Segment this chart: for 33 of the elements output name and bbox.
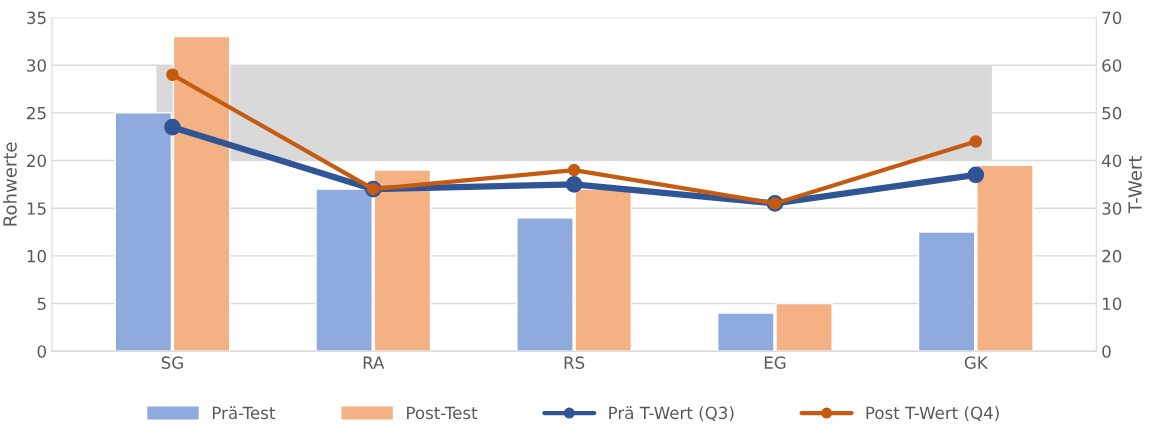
y2-axis-title: T-Wert xyxy=(1128,156,1142,214)
legend-label: Prä T-Wert (Q3) xyxy=(609,406,734,422)
legend-label: Post-Test xyxy=(407,406,478,420)
y2-tick-label: 40 xyxy=(1101,154,1122,168)
point xyxy=(567,163,581,177)
y-tick-label: 0 xyxy=(37,345,46,358)
x-tick-label: RA xyxy=(363,356,385,369)
point xyxy=(166,68,179,82)
y-tick-label: 35 xyxy=(27,11,46,25)
y2-tick-label: 10 xyxy=(1102,297,1122,311)
y-tick-label: 10 xyxy=(27,249,46,263)
y-tick-label: 5 xyxy=(37,297,46,311)
y-tick-label: 30 xyxy=(27,59,46,72)
y-tick-label: 20 xyxy=(27,154,46,168)
x-tick-label: RS xyxy=(564,356,585,369)
y-tick-label: 25 xyxy=(27,106,46,120)
x-tick-label: SG xyxy=(161,356,183,369)
x-tick-label: GK xyxy=(964,356,989,369)
point xyxy=(164,118,181,136)
y2-tick-label: 50 xyxy=(1102,106,1122,120)
legend-label: Prä-Test xyxy=(212,406,276,420)
point xyxy=(565,176,583,193)
y-axis-title: Rohwerte xyxy=(2,142,17,226)
legend-label: Post T-Wert (Q4) xyxy=(866,406,999,422)
y2-tick-label: 70 xyxy=(1102,11,1122,25)
y2-tick-label: 60 xyxy=(1102,59,1122,72)
point xyxy=(967,166,985,184)
x-tick-label: EG xyxy=(764,356,786,369)
y-tick-label: 15 xyxy=(27,202,46,215)
y2-tick-label: 30 xyxy=(1102,202,1122,215)
y2-tick-label: 0 xyxy=(1102,345,1111,358)
point xyxy=(969,135,983,148)
y2-tick-label: 20 xyxy=(1102,249,1122,263)
